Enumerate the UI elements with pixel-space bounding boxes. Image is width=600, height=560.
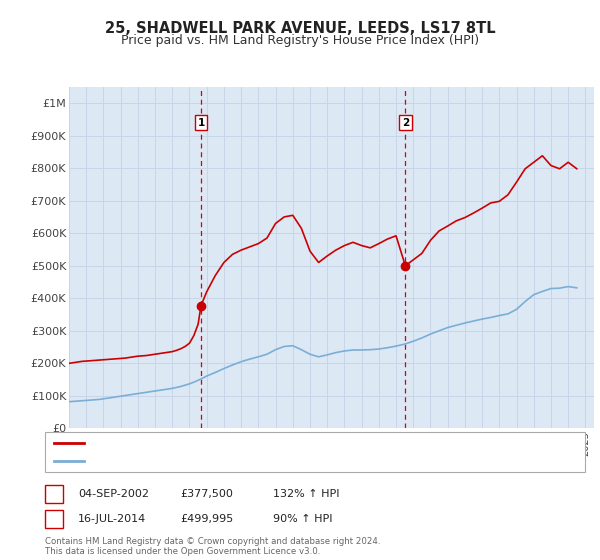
Text: 2: 2	[402, 118, 409, 128]
Text: Price paid vs. HM Land Registry's House Price Index (HPI): Price paid vs. HM Land Registry's House …	[121, 34, 479, 46]
Text: £377,500: £377,500	[180, 489, 233, 499]
Text: 2: 2	[50, 514, 58, 524]
Text: £499,995: £499,995	[180, 514, 233, 524]
Text: 04-SEP-2002: 04-SEP-2002	[78, 489, 149, 499]
Text: 25, SHADWELL PARK AVENUE, LEEDS, LS17 8TL: 25, SHADWELL PARK AVENUE, LEEDS, LS17 8T…	[104, 21, 496, 36]
Text: 132% ↑ HPI: 132% ↑ HPI	[273, 489, 340, 499]
Text: Contains HM Land Registry data © Crown copyright and database right 2024.: Contains HM Land Registry data © Crown c…	[45, 537, 380, 546]
Text: 1: 1	[197, 118, 205, 128]
Text: 16-JUL-2014: 16-JUL-2014	[78, 514, 146, 524]
Text: 25, SHADWELL PARK AVENUE, LEEDS, LS17 8TL (detached house): 25, SHADWELL PARK AVENUE, LEEDS, LS17 8T…	[90, 438, 431, 449]
Text: 1: 1	[50, 489, 58, 499]
Text: This data is licensed under the Open Government Licence v3.0.: This data is licensed under the Open Gov…	[45, 547, 320, 556]
Text: HPI: Average price, detached house, Leeds: HPI: Average price, detached house, Leed…	[90, 455, 313, 465]
Text: 90% ↑ HPI: 90% ↑ HPI	[273, 514, 332, 524]
